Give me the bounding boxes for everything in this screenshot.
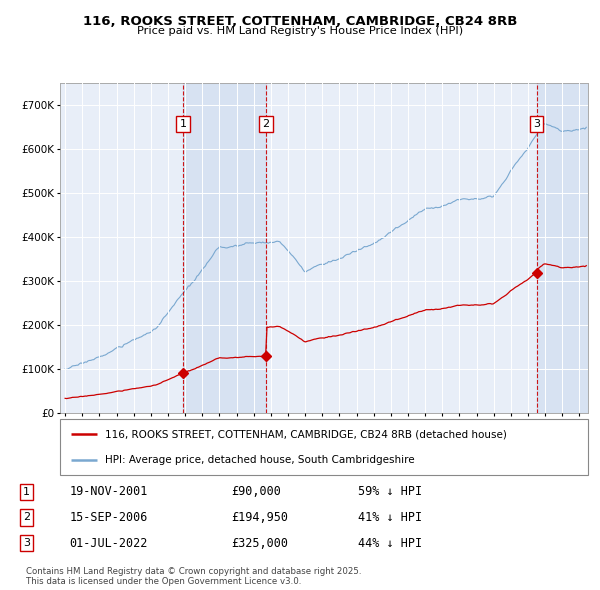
Text: 116, ROOKS STREET, COTTENHAM, CAMBRIDGE, CB24 8RB (detached house): 116, ROOKS STREET, COTTENHAM, CAMBRIDGE,… bbox=[105, 429, 507, 439]
Text: 3: 3 bbox=[23, 538, 30, 548]
Text: 1: 1 bbox=[179, 119, 187, 129]
FancyBboxPatch shape bbox=[60, 419, 588, 475]
Text: 2: 2 bbox=[262, 119, 269, 129]
Bar bbox=[183, 83, 266, 413]
Text: Contains HM Land Registry data © Crown copyright and database right 2025.
This d: Contains HM Land Registry data © Crown c… bbox=[26, 567, 362, 586]
Text: Price paid vs. HM Land Registry's House Price Index (HPI): Price paid vs. HM Land Registry's House … bbox=[137, 26, 463, 36]
Text: 44% ↓ HPI: 44% ↓ HPI bbox=[358, 536, 422, 549]
Text: HPI: Average price, detached house, South Cambridgeshire: HPI: Average price, detached house, Sout… bbox=[105, 455, 415, 465]
Text: 41% ↓ HPI: 41% ↓ HPI bbox=[358, 511, 422, 524]
Text: 116, ROOKS STREET, COTTENHAM, CAMBRIDGE, CB24 8RB: 116, ROOKS STREET, COTTENHAM, CAMBRIDGE,… bbox=[83, 15, 517, 28]
Text: 59% ↓ HPI: 59% ↓ HPI bbox=[358, 486, 422, 499]
Text: 15-SEP-2006: 15-SEP-2006 bbox=[70, 511, 148, 524]
Text: £90,000: £90,000 bbox=[231, 486, 281, 499]
Text: 3: 3 bbox=[533, 119, 540, 129]
Text: £325,000: £325,000 bbox=[231, 536, 288, 549]
Text: 01-JUL-2022: 01-JUL-2022 bbox=[70, 536, 148, 549]
Text: £194,950: £194,950 bbox=[231, 511, 288, 524]
Text: 1: 1 bbox=[23, 487, 30, 497]
Bar bbox=[536, 83, 588, 413]
Text: 2: 2 bbox=[23, 513, 30, 522]
Text: 19-NOV-2001: 19-NOV-2001 bbox=[70, 486, 148, 499]
